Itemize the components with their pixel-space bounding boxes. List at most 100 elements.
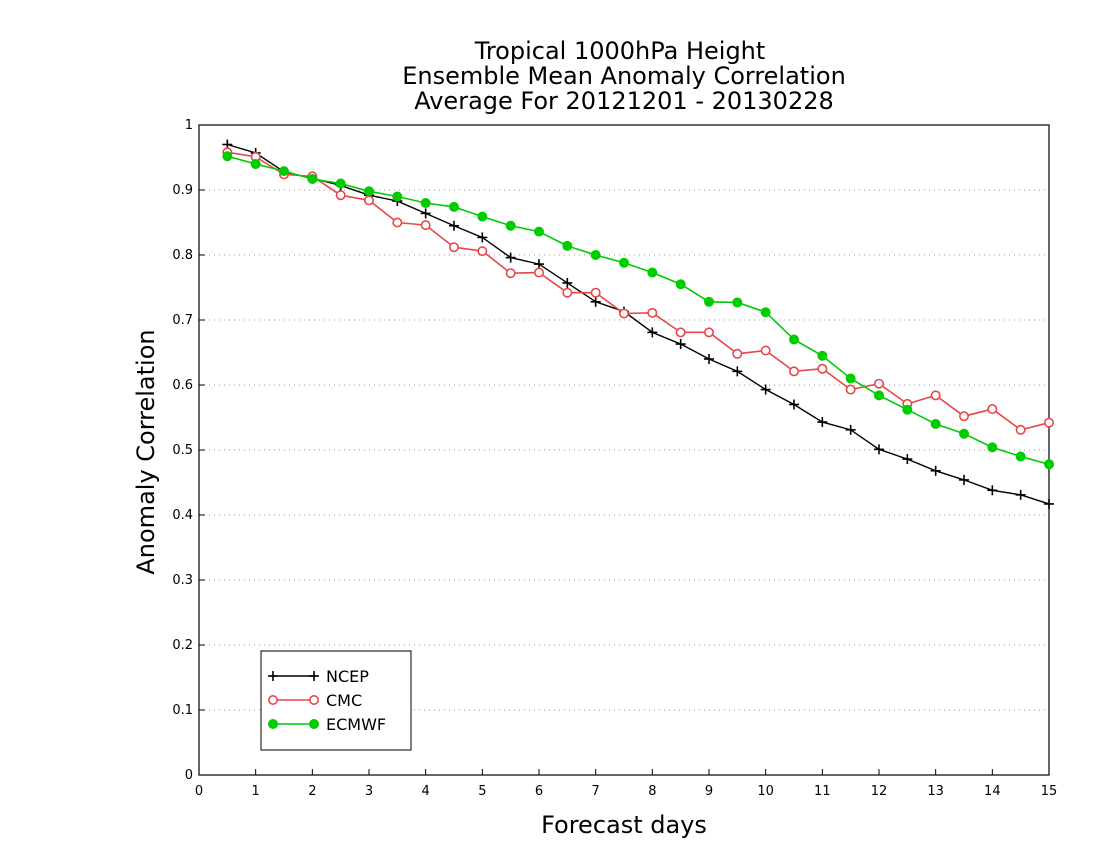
data-point-ecmwf <box>789 334 799 345</box>
data-point-cmc <box>1015 424 1026 435</box>
data-point-ncep <box>704 354 714 364</box>
series-line-ncep <box>227 143 1050 505</box>
data-point-cmc <box>675 327 686 338</box>
data-point-ecmwf <box>760 307 771 318</box>
data-point-ncep <box>449 220 459 231</box>
legend-marker <box>268 671 278 681</box>
data-point-ecmwf <box>279 166 289 177</box>
y-axis-label: Anomaly Correlation <box>132 329 160 574</box>
data-point-ecmwf <box>505 220 516 231</box>
title-line-2: Ensemble Mean Anomaly Correlation <box>402 62 846 90</box>
data-point-cmc <box>335 190 346 201</box>
data-point-ecmwf <box>619 257 629 268</box>
data-point-cmc <box>1044 417 1055 428</box>
data-point-cmc <box>873 378 884 389</box>
data-point-ncep <box>647 327 658 338</box>
x-tick-label: 5 <box>478 784 486 799</box>
data-point-ncep <box>902 454 913 465</box>
legend-marker <box>268 719 278 729</box>
data-point-cmc <box>760 345 771 356</box>
series-ecmwf <box>222 151 1054 470</box>
y-tick-label: 0.7 <box>172 313 193 328</box>
data-point-ncep <box>817 417 828 428</box>
legend-marker <box>267 694 278 705</box>
data-point-ecmwf <box>930 419 941 429</box>
data-point-ecmwf <box>562 240 573 251</box>
data-point-ecmwf <box>449 201 459 212</box>
data-point-ecmwf <box>534 226 544 237</box>
x-tick-label: 15 <box>1041 784 1058 799</box>
y-tick-label: 0.3 <box>172 573 193 588</box>
x-tick-label: 14 <box>984 784 1001 799</box>
title-line-1: Tropical 1000hPa Height <box>474 37 766 65</box>
legend-marker <box>309 671 319 681</box>
y-tick-label: 0 <box>185 768 193 783</box>
series-line-ecmwf <box>227 155 1050 466</box>
data-point-cmc <box>845 384 856 395</box>
data-point-cmc <box>817 363 828 374</box>
data-point-ecmwf <box>420 198 431 208</box>
legend: NCEP CMC ECMWF <box>260 650 412 751</box>
data-point-cmc <box>930 390 941 401</box>
data-point-ncep <box>987 485 998 496</box>
data-point-ncep <box>562 277 573 288</box>
data-point-ecmwf <box>817 350 828 361</box>
series-line-cmc <box>227 151 1050 431</box>
data-point-cmc <box>505 268 516 279</box>
y-tick-label: 0.1 <box>172 703 193 718</box>
data-point-cmc <box>477 246 488 257</box>
data-point-ncep <box>760 384 771 395</box>
data-point-ncep <box>789 399 799 410</box>
legend-marker <box>309 719 319 729</box>
data-point-cmc <box>732 348 743 359</box>
data-point-ecmwf <box>874 390 884 401</box>
data-point-ecmwf <box>364 186 374 197</box>
data-point-ecmwf <box>250 159 261 169</box>
x-tick-label: 2 <box>308 784 316 799</box>
data-point-ecmwf <box>477 211 488 222</box>
data-point-ncep <box>1044 498 1054 509</box>
data-point-cmc <box>420 220 431 231</box>
data-point-ecmwf <box>647 267 658 278</box>
y-axis: 0 0.1 0.2 0.3 0.4 0.5 0.6 0.7 0.8 0.9 1 <box>172 118 205 783</box>
x-axis: 0 1 2 3 4 5 6 7 8 9 10 11 12 13 14 15 <box>195 769 1057 799</box>
data-point-ncep <box>477 232 488 243</box>
data-point-cmc <box>788 366 799 377</box>
data-point-ncep <box>732 366 743 377</box>
y-tick-label: 0.2 <box>172 638 193 653</box>
x-tick-label: 10 <box>757 784 774 799</box>
x-tick-label: 13 <box>927 784 944 799</box>
data-point-ncep <box>590 296 601 307</box>
data-point-ecmwf <box>987 442 998 453</box>
x-tick-label: 7 <box>592 784 600 799</box>
data-point-ecmwf <box>1015 451 1026 462</box>
y-tick-label: 0.9 <box>172 183 193 198</box>
data-point-ecmwf <box>307 173 318 184</box>
data-point-ecmwf <box>902 404 913 415</box>
data-point-cmc <box>448 242 459 253</box>
legend-marker <box>308 694 319 705</box>
x-axis-label: Forecast days <box>541 811 707 839</box>
legend-item-ecmwf: ECMWF <box>268 715 386 734</box>
legend-label-ecmwf: ECMWF <box>326 715 386 734</box>
x-tick-label: 11 <box>814 784 831 799</box>
x-tick-label: 3 <box>365 784 373 799</box>
x-tick-label: 8 <box>648 784 656 799</box>
legend-item-cmc: CMC <box>267 691 362 710</box>
legend-label-cmc: CMC <box>326 691 362 710</box>
data-point-ecmwf <box>392 191 403 202</box>
series-ncep <box>222 139 1054 509</box>
data-point-ncep <box>420 208 431 219</box>
data-point-cmc <box>987 404 998 415</box>
x-tick-label: 6 <box>535 784 543 799</box>
data-point-ecmwf <box>590 250 601 260</box>
data-point-cmc <box>618 308 629 319</box>
title-line-3: Average For 20121201 - 20130228 <box>414 87 834 115</box>
data-point-ecmwf <box>222 151 233 162</box>
x-tick-label: 4 <box>422 784 430 799</box>
data-point-cmc <box>392 217 403 228</box>
data-point-cmc <box>958 411 969 422</box>
data-point-ecmwf <box>335 178 346 189</box>
grid <box>199 189 1049 711</box>
